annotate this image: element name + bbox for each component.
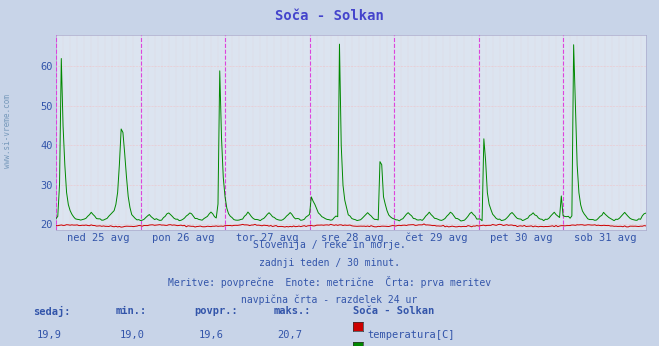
Text: maks.:: maks.: bbox=[273, 306, 311, 316]
Text: Slovenija / reke in morje.: Slovenija / reke in morje. bbox=[253, 240, 406, 251]
Text: navpična črta - razdelek 24 ur: navpična črta - razdelek 24 ur bbox=[241, 294, 418, 305]
Text: 19,6: 19,6 bbox=[198, 330, 223, 340]
Text: temperatura[C]: temperatura[C] bbox=[367, 330, 455, 340]
Text: zadnji teden / 30 minut.: zadnji teden / 30 minut. bbox=[259, 258, 400, 268]
Text: 19,9: 19,9 bbox=[37, 330, 62, 340]
Text: www.si-vreme.com: www.si-vreme.com bbox=[3, 94, 13, 169]
Text: Meritve: povprečne  Enote: metrične  Črta: prva meritev: Meritve: povprečne Enote: metrične Črta:… bbox=[168, 276, 491, 289]
Text: Soča - Solkan: Soča - Solkan bbox=[275, 9, 384, 22]
Text: min.:: min.: bbox=[115, 306, 146, 316]
Text: Soča - Solkan: Soča - Solkan bbox=[353, 306, 434, 316]
Text: sedaj:: sedaj: bbox=[33, 306, 71, 317]
Text: 20,7: 20,7 bbox=[277, 330, 302, 340]
Text: povpr.:: povpr.: bbox=[194, 306, 238, 316]
Text: 19,0: 19,0 bbox=[119, 330, 144, 340]
